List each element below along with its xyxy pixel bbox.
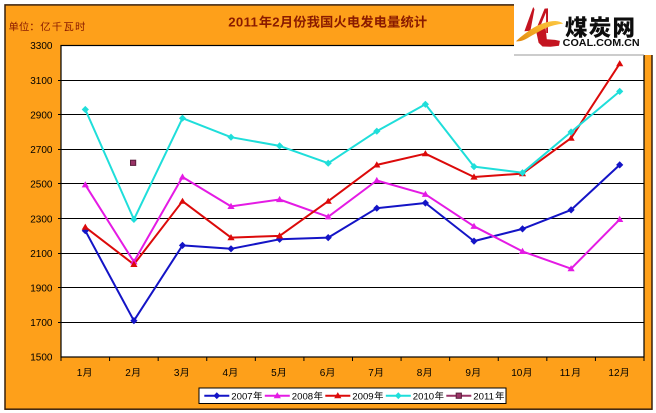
svg-text:7: 7 <box>368 368 374 379</box>
svg-text:2300: 2300 <box>30 214 53 225</box>
svg-text:4: 4 <box>223 368 229 379</box>
svg-text:COAL.COM.CN: COAL.COM.CN <box>563 37 640 49</box>
svg-text:2008: 2008 <box>292 392 313 403</box>
svg-text:3: 3 <box>174 368 180 379</box>
svg-text:1700: 1700 <box>30 318 53 329</box>
svg-text:11: 11 <box>560 368 571 379</box>
svg-text:2009: 2009 <box>352 392 373 403</box>
svg-text:1900: 1900 <box>30 284 53 295</box>
svg-text:2007: 2007 <box>231 392 252 403</box>
svg-text:1: 1 <box>77 368 83 379</box>
svg-text:1500: 1500 <box>30 353 53 364</box>
svg-text:8: 8 <box>417 368 423 379</box>
svg-text:2700: 2700 <box>30 145 53 156</box>
svg-text:2011: 2011 <box>473 392 494 403</box>
svg-text:2: 2 <box>125 368 131 379</box>
svg-text:10: 10 <box>511 368 523 379</box>
svg-text:3100: 3100 <box>30 76 53 87</box>
svg-text:12: 12 <box>608 368 620 379</box>
svg-text:2010: 2010 <box>413 392 434 403</box>
svg-text:2011: 2011 <box>228 15 258 30</box>
svg-text:2: 2 <box>272 15 280 30</box>
svg-text:5: 5 <box>271 368 277 379</box>
svg-text:2900: 2900 <box>30 110 53 121</box>
svg-text:3300: 3300 <box>30 41 53 52</box>
svg-text:9: 9 <box>465 368 471 379</box>
svg-text:6: 6 <box>320 368 326 379</box>
svg-text:2100: 2100 <box>30 249 53 260</box>
svg-text:2500: 2500 <box>30 180 53 191</box>
